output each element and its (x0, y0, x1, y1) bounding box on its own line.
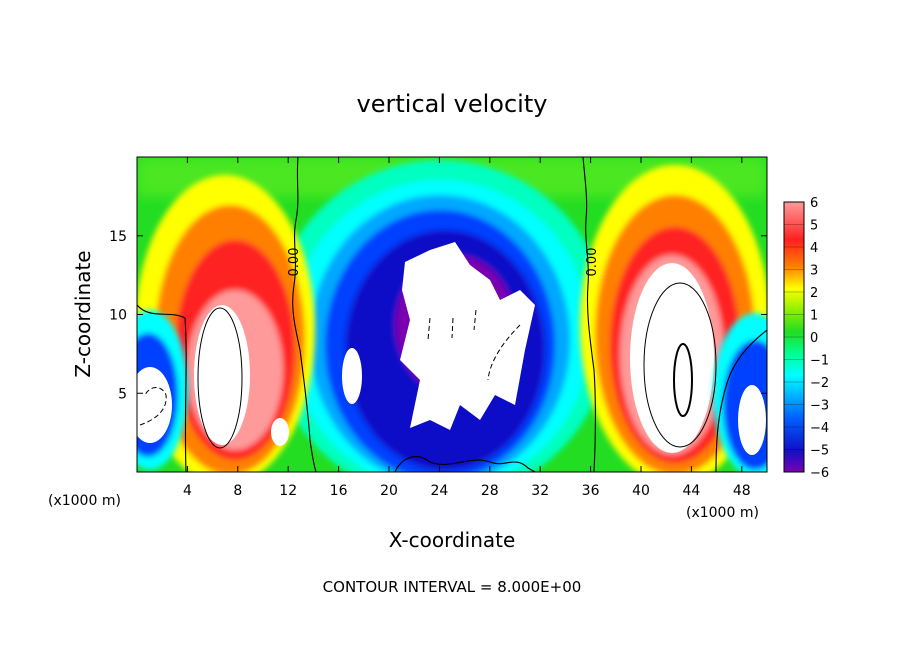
velocity-field (137, 157, 767, 472)
contour-positive-right-inner (673, 343, 693, 417)
contour-zero-left (292, 157, 317, 472)
contour-label-right: 0.00 (585, 248, 600, 277)
contour-positive-left (197, 307, 243, 449)
x-tick-label: 12 (279, 483, 297, 499)
x-tick-label: 16 (330, 483, 348, 499)
x-tick-label: 40 (632, 483, 650, 499)
y-tick-label: 5 (118, 386, 127, 402)
colorbar-tick-label: 5 (810, 219, 818, 234)
contour-negative-center-b (473, 309, 477, 331)
x-axis-ticks: 4 8 12 16 20 24 28 32 36 40 44 48 (183, 157, 751, 499)
x-tick-label: 24 (430, 483, 448, 499)
colorbar-tick-label: −2 (810, 376, 829, 391)
contour-negative-center-a (451, 317, 454, 339)
downdraft-center-side-core (342, 348, 362, 404)
x-tick-label: 36 (582, 483, 600, 499)
x-tick-label: 4 (183, 483, 192, 499)
colorbar-tick-label: −3 (810, 399, 829, 414)
x-tick-label: 8 (233, 483, 242, 499)
y-axis-ticks: 5 10 15 (109, 229, 767, 402)
x-tick-label: 48 (733, 483, 751, 499)
contour-interval-text: CONTOUR INTERVAL = 8.000E+00 (323, 578, 582, 596)
updraft-left-core (194, 305, 250, 445)
colorbar-tick-label: 4 (810, 241, 818, 256)
colorbar-tick-label: 2 (810, 286, 818, 301)
contour-negative-left-edge (139, 387, 167, 426)
colorbar-tick-label: −1 (810, 354, 829, 369)
downdraft-right-edge-core (738, 385, 766, 455)
contour-label-left: 0.00 (287, 248, 302, 277)
colorbar-labels: 6 5 4 3 2 1 0 −1 −2 −3 −4 −5 −6 (810, 196, 829, 481)
x-unit-label-right: (x1000 m) (686, 505, 759, 521)
contour-negative-center-c (487, 324, 521, 381)
x-tick-label: 44 (682, 483, 700, 499)
x-axis-label: X-coordinate (389, 528, 516, 552)
x-tick-label: 28 (481, 483, 499, 499)
contour-negative-center-d (427, 317, 431, 341)
contour-zero-right (582, 157, 597, 472)
x-unit-label-left: (x1000 m) (48, 493, 121, 509)
updraft-right-core (630, 263, 714, 453)
contour-zero-left-edge (137, 304, 187, 472)
x-tick-label: 32 (531, 483, 549, 499)
colorbar-bands (784, 224, 804, 450)
y-tick-label: 10 (109, 308, 127, 324)
contour-zero-right-edge (715, 329, 767, 472)
downdraft-center-core (400, 242, 535, 430)
colorbar-frame (783, 201, 805, 473)
x-tick-label: 20 (380, 483, 398, 499)
contour-positive-right (643, 282, 717, 448)
colorbar-tick-label: 3 (810, 264, 818, 279)
chart-title: vertical velocity (357, 90, 548, 118)
colorbar-tick-label: −6 (810, 466, 829, 481)
colorbar-tick-label: 0 (810, 331, 818, 346)
downdraft-left-edge-core (137, 367, 172, 443)
y-tick-label: 15 (109, 229, 127, 245)
contour-zero-bottom (394, 456, 536, 472)
colorbar-tick-label: 6 (810, 196, 818, 211)
colorbar-tick-label: −5 (810, 444, 829, 459)
colorbar-tick-label: −4 (810, 421, 829, 436)
updraft-left-core-small (271, 418, 289, 446)
colorbar-tick-label: 1 (810, 309, 818, 324)
y-axis-label: Z-coordinate (71, 250, 95, 377)
